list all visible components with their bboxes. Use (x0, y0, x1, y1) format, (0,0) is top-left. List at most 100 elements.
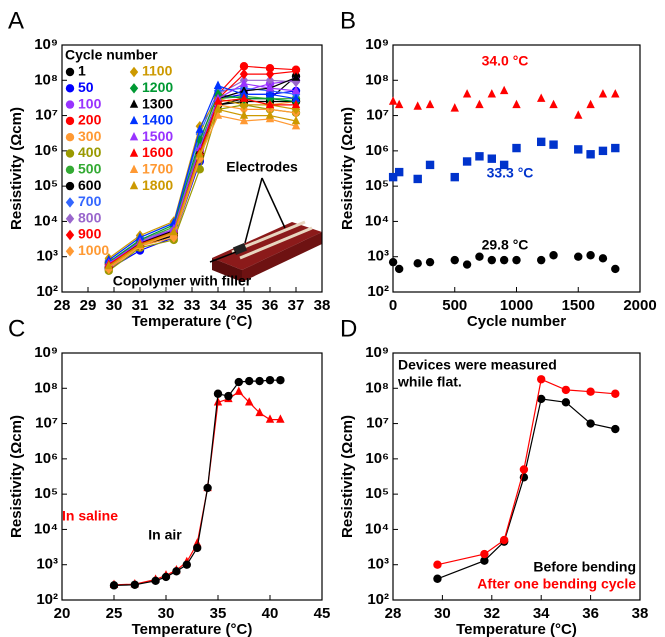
y-tick-label: 10⁶ (34, 450, 58, 467)
legend-marker (65, 197, 75, 208)
marker (487, 154, 496, 163)
marker (239, 115, 249, 125)
series-line (108, 108, 297, 267)
legend-marker (129, 115, 139, 125)
legend-label: 900 (78, 226, 102, 242)
legend-label: 50 (78, 79, 94, 95)
legend-marker (129, 148, 139, 157)
marker (450, 255, 459, 265)
legend-label: 1600 (142, 144, 173, 160)
inset-electrode (239, 226, 313, 260)
legend-marker (65, 116, 75, 126)
series-label: In air (148, 527, 182, 543)
panel-label: D (340, 315, 357, 342)
series-line (108, 114, 297, 268)
x-tick-label: 28 (54, 297, 71, 314)
marker (172, 567, 181, 576)
marker (213, 389, 223, 398)
series-line (108, 93, 297, 263)
legend-label: 800 (78, 209, 102, 225)
marker (239, 99, 249, 111)
annotation: Devices were measured (398, 357, 557, 373)
legend-label: 600 (78, 177, 102, 193)
marker (499, 535, 509, 545)
marker (574, 145, 583, 154)
marker (586, 419, 595, 428)
legend-marker (129, 66, 139, 78)
legend-label: 1500 (142, 128, 173, 144)
x-tick-label: 33 (184, 297, 201, 314)
marker (512, 143, 521, 153)
legend-marker (65, 213, 75, 224)
marker (433, 560, 442, 569)
marker (239, 89, 249, 98)
y-tick-label: 10⁶ (365, 142, 389, 159)
y-tick-label: 10⁹ (365, 344, 389, 361)
inset-pointer (209, 251, 237, 263)
marker (276, 414, 285, 423)
marker (291, 99, 301, 109)
y-tick-label: 10⁵ (365, 485, 389, 502)
y-tick-label: 10⁴ (365, 212, 389, 229)
legend-label: 1300 (142, 95, 173, 111)
marker (291, 115, 301, 125)
plot-frame (392, 352, 641, 601)
marker (462, 89, 472, 98)
marker (245, 376, 254, 386)
marker (499, 160, 509, 170)
legend-marker (65, 84, 75, 93)
legend-label: 1000 (78, 242, 109, 258)
inset-copolymer (232, 243, 248, 255)
y-tick-label: 10⁸ (365, 379, 389, 396)
y-tick-label: 10⁸ (365, 71, 389, 88)
x-tick-label: 500 (442, 297, 467, 314)
marker (475, 252, 484, 261)
legend-label: 500 (78, 161, 102, 177)
marker (291, 66, 301, 77)
marker (537, 93, 546, 102)
marker (151, 576, 160, 586)
marker (291, 104, 301, 115)
marker (487, 255, 496, 265)
marker (537, 137, 546, 147)
panel: B 0 500 1000 1500 2000 10² 10³ 10⁴ 10⁵ 10⁶ 10⁷ 10⁸ 10… (339, 7, 657, 330)
x-tick-label: 38 (632, 605, 649, 622)
marker (239, 110, 249, 119)
marker (499, 85, 509, 95)
marker (611, 89, 620, 98)
marker (549, 140, 558, 149)
marker (586, 387, 595, 396)
marker (598, 89, 608, 98)
legend-label: 700 (78, 193, 102, 209)
x-tick-label: 36 (582, 605, 599, 622)
legend-label: 1 (78, 63, 86, 79)
y-axis-label: Resistivity (Ωcm) (339, 415, 356, 538)
series-line (108, 85, 297, 261)
marker (561, 398, 571, 407)
marker (213, 104, 223, 113)
marker (480, 549, 489, 559)
legend-label: 1200 (142, 79, 173, 95)
marker (462, 260, 472, 269)
marker (213, 397, 223, 406)
marker (276, 375, 285, 385)
plot-frame (61, 352, 323, 601)
y-tick-label: 10³ (36, 556, 58, 573)
x-axis-label: Temperature (°C) (456, 621, 577, 637)
annotation: Copolymer with filler (113, 273, 252, 289)
marker (234, 386, 243, 395)
marker (561, 385, 571, 395)
marker (549, 251, 558, 260)
y-tick-label: 10⁷ (366, 415, 389, 432)
marker (265, 64, 275, 73)
y-tick-label: 10⁴ (365, 520, 389, 537)
marker (245, 397, 254, 406)
marker (433, 574, 442, 583)
marker (512, 255, 521, 265)
marker (574, 252, 583, 261)
x-tick-label: 2000 (623, 297, 656, 314)
series-label: 34.0 °C (482, 53, 529, 69)
panel: C 20 25 30 35 40 45 10² 10³ 10⁴ 10⁵ 10⁶ 10⁷ 10⁸ 10⁹ Tem… (8, 315, 330, 637)
x-tick-label: 34 (210, 297, 227, 314)
